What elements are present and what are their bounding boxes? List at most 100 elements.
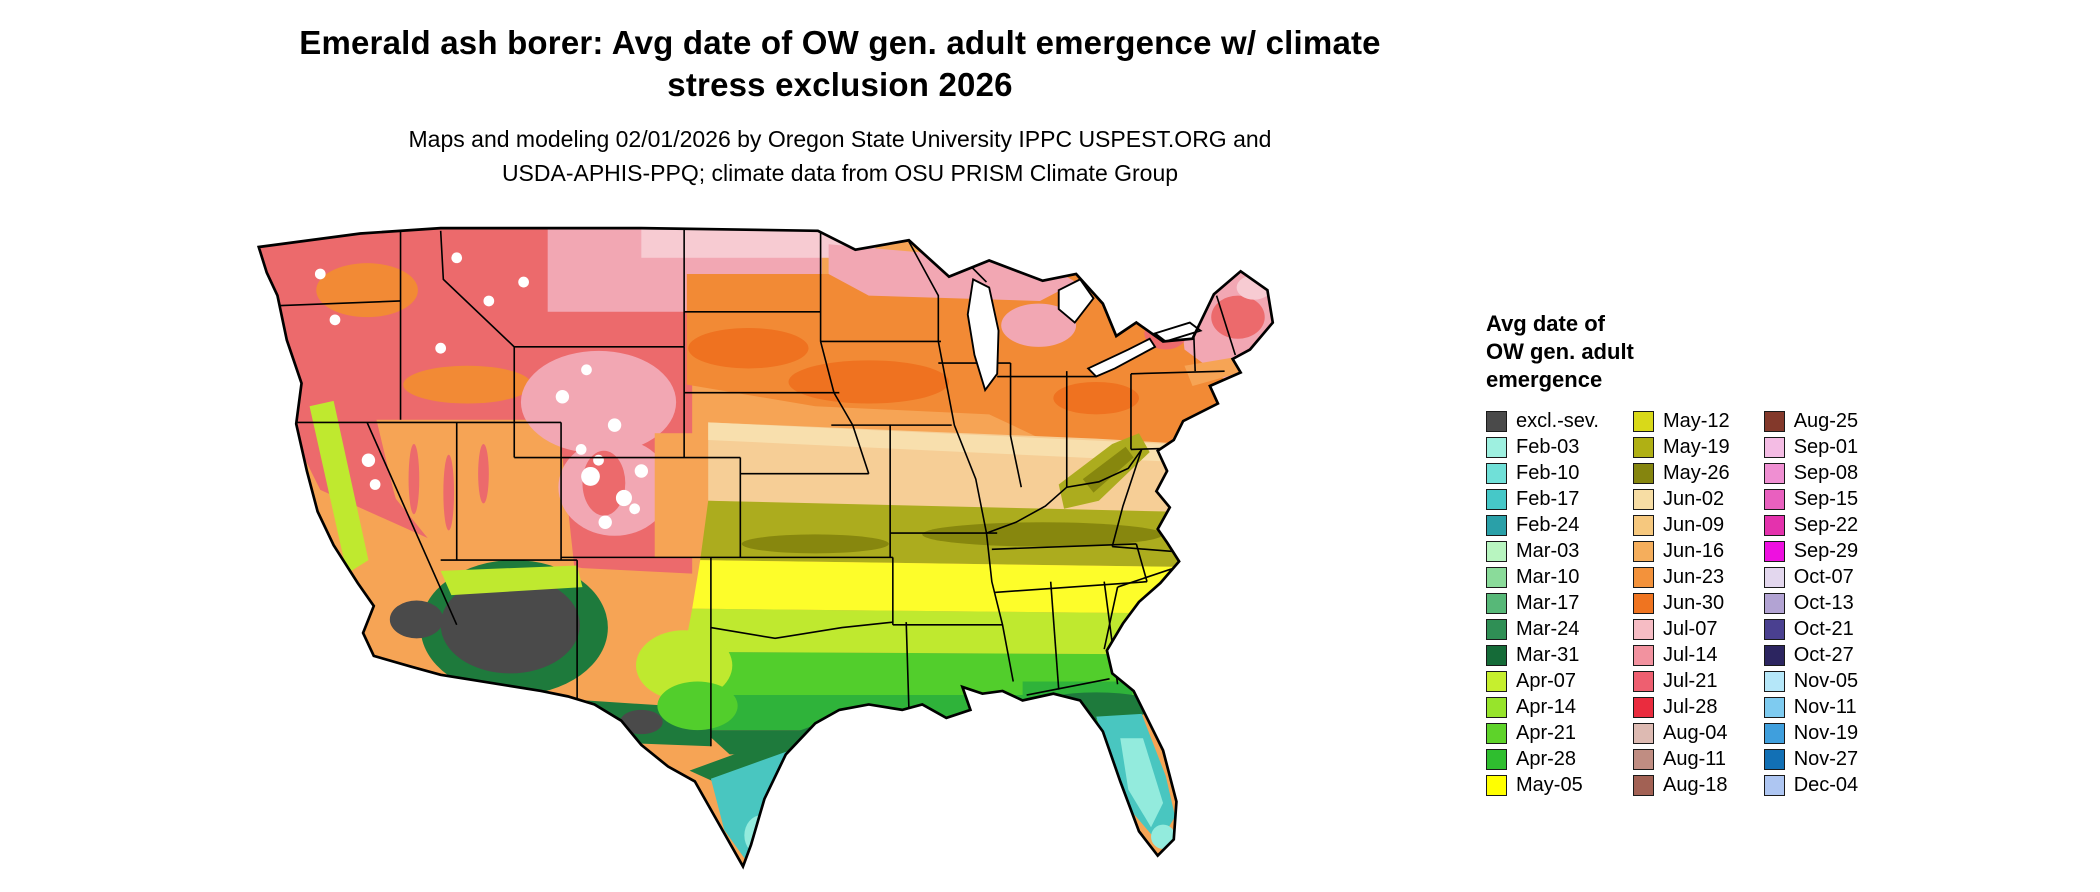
legend-row: Feb-10 bbox=[1486, 460, 1599, 486]
legend-row: May-05 bbox=[1486, 772, 1599, 798]
legend-title-line1: Avg date of bbox=[1486, 311, 1605, 336]
legend-row: Dec-04 bbox=[1763, 772, 1859, 798]
legend-swatch bbox=[1632, 696, 1654, 718]
legend-label: Feb-17 bbox=[1516, 487, 1580, 510]
legend-row: Aug-25 bbox=[1763, 408, 1858, 434]
legend-row: Jul-07 bbox=[1632, 616, 1730, 642]
legend-swatch bbox=[1763, 540, 1785, 562]
legend-swatch bbox=[1486, 748, 1507, 770]
legend-label: Mar-24 bbox=[1516, 617, 1580, 640]
legend-label: Sep-08 bbox=[1793, 461, 1859, 484]
legend-swatch bbox=[1486, 462, 1507, 484]
page-subtitle-line2: USDA-APHIS-PPQ; climate data from OSU PR… bbox=[501, 160, 1179, 186]
legend-row: Feb-03 bbox=[1486, 434, 1599, 460]
legend-row: Sep-08 bbox=[1763, 460, 1859, 486]
legend-label: May-26 bbox=[1662, 461, 1730, 484]
legend-title-line3: emergence bbox=[1486, 367, 1603, 392]
legend-column: Aug-25 Sep-01 Sep-08 Sep-15 Sep-22 Sep-29 Oct-… bbox=[1763, 408, 1859, 798]
legend-swatch bbox=[1763, 488, 1785, 510]
legend-row: Nov-19 bbox=[1763, 720, 1859, 746]
legend-row: Mar-24 bbox=[1486, 616, 1599, 642]
legend-label: Jun-23 bbox=[1662, 565, 1725, 588]
legend-swatch bbox=[1763, 592, 1785, 614]
legend-label: Sep-15 bbox=[1793, 487, 1859, 510]
legend-label: Jul-28 bbox=[1662, 695, 1718, 718]
legend-label: Feb-10 bbox=[1516, 461, 1580, 484]
legend-row: Mar-17 bbox=[1486, 590, 1599, 616]
legend-swatch bbox=[1763, 462, 1785, 484]
legend-row: Jul-21 bbox=[1632, 668, 1730, 694]
mountain-exclusion-speckles bbox=[314, 252, 649, 530]
legend-label: Apr-21 bbox=[1516, 721, 1577, 744]
legend-label: Oct-07 bbox=[1793, 565, 1854, 588]
legend-row: Sep-01 bbox=[1763, 434, 1859, 460]
legend-label: Jul-21 bbox=[1662, 669, 1718, 692]
legend-swatch bbox=[1486, 644, 1507, 666]
legend-label: Dec-04 bbox=[1793, 773, 1859, 796]
lake-huron bbox=[1057, 278, 1095, 324]
legend-label: excl.-sev. bbox=[1516, 409, 1599, 432]
legend-label: Jun-09 bbox=[1662, 513, 1725, 536]
legend-label: Jul-07 bbox=[1662, 617, 1718, 640]
legend-row: Apr-07 bbox=[1486, 668, 1599, 694]
legend-row: Jun-02 bbox=[1632, 486, 1730, 512]
legend-label: May-12 bbox=[1662, 409, 1730, 432]
legend-swatch bbox=[1486, 566, 1507, 588]
legend-swatch bbox=[1486, 540, 1507, 562]
legend-swatch bbox=[1486, 436, 1507, 458]
legend-row: Jun-23 bbox=[1632, 564, 1730, 590]
legend-label: Apr-07 bbox=[1516, 669, 1577, 692]
legend: Avg date of OW gen. adult emergence excl… bbox=[1486, 310, 1858, 798]
legend-swatch bbox=[1486, 722, 1507, 744]
legend-row: Sep-22 bbox=[1763, 512, 1858, 538]
legend-label: Aug-11 bbox=[1662, 747, 1726, 770]
legend-row: Apr-14 bbox=[1486, 694, 1599, 720]
legend-label: Feb-24 bbox=[1516, 513, 1580, 536]
legend-label: Aug-18 bbox=[1662, 773, 1728, 796]
legend-label: Nov-27 bbox=[1793, 747, 1859, 770]
legend-swatch bbox=[1763, 644, 1785, 666]
us-outline bbox=[256, 226, 1275, 870]
page-subtitle: Maps and modeling 02/01/2026 by Oregon S… bbox=[340, 122, 1340, 190]
legend-swatch bbox=[1486, 696, 1507, 718]
legend-label: Sep-01 bbox=[1793, 435, 1859, 458]
legend-row: Apr-21 bbox=[1486, 720, 1599, 746]
legend-swatch bbox=[1763, 436, 1785, 458]
legend-label: Jul-14 bbox=[1662, 643, 1718, 666]
legend-swatch bbox=[1632, 462, 1654, 484]
legend-swatch bbox=[1763, 670, 1785, 692]
legend-swatch bbox=[1632, 618, 1654, 640]
legend-swatch bbox=[1632, 592, 1654, 614]
legend-label: Oct-27 bbox=[1793, 643, 1854, 666]
legend-row: Oct-07 bbox=[1763, 564, 1859, 590]
legend-label: Mar-31 bbox=[1516, 643, 1580, 666]
legend-row: Mar-03 bbox=[1486, 538, 1599, 564]
great-lakes bbox=[966, 277, 1203, 393]
legend-label: Oct-21 bbox=[1793, 617, 1854, 640]
legend-swatch bbox=[1632, 774, 1654, 796]
legend-row: Jun-30 bbox=[1632, 590, 1730, 616]
legend-swatch bbox=[1632, 540, 1654, 562]
legend-label: Oct-13 bbox=[1793, 591, 1854, 614]
legend-row: Mar-31 bbox=[1486, 642, 1599, 668]
legend-label: Mar-03 bbox=[1516, 539, 1580, 562]
legend-row: Oct-21 bbox=[1763, 616, 1859, 642]
legend-label: Apr-28 bbox=[1516, 747, 1577, 770]
page-title: Emerald ash borer: Avg date of OW gen. a… bbox=[280, 22, 1400, 106]
lake-erie bbox=[1086, 337, 1157, 378]
legend-row: Aug-04 bbox=[1632, 720, 1730, 746]
us-map bbox=[240, 220, 1444, 888]
legend-column: excl.-sev. Feb-03 Feb-10 Feb-17 Feb-24 Mar-03… bbox=[1486, 408, 1599, 798]
legend-swatch bbox=[1632, 644, 1654, 666]
legend-label: May-19 bbox=[1662, 435, 1730, 458]
legend-columns: excl.-sev. Feb-03 Feb-10 Feb-17 Feb-24 Mar-03… bbox=[1486, 408, 1858, 798]
legend-row: Jul-28 bbox=[1632, 694, 1730, 720]
state-borders bbox=[261, 228, 1237, 747]
legend-swatch bbox=[1486, 488, 1507, 510]
legend-row: Jun-16 bbox=[1632, 538, 1730, 564]
legend-label: Nov-11 bbox=[1793, 695, 1857, 718]
legend-swatch bbox=[1486, 410, 1507, 432]
legend-row: excl.-sev. bbox=[1486, 408, 1599, 434]
legend-swatch bbox=[1632, 410, 1654, 432]
